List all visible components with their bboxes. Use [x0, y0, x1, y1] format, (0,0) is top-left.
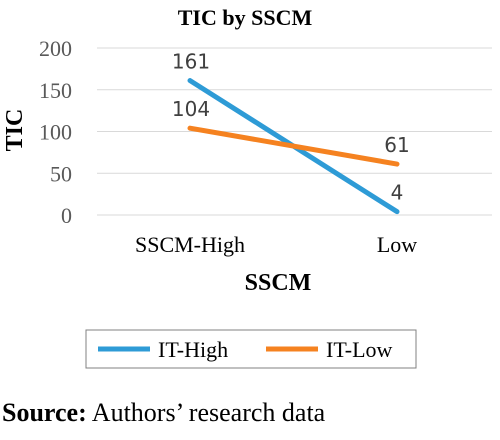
series-line-it-low — [187, 125, 400, 167]
data-label: 61 — [384, 133, 409, 157]
x-tick-label: Low — [377, 232, 417, 257]
data-label: 104 — [172, 97, 210, 121]
data-label: 161 — [172, 50, 210, 74]
x-tick-labels: SSCM-High Low — [135, 232, 417, 257]
y-tick-label: 100 — [39, 120, 72, 145]
source-text: Authors’ research data — [86, 398, 326, 427]
chart-title: TIC by SSCM — [178, 5, 313, 30]
legend-label-it-high: IT-High — [158, 337, 228, 362]
gridlines — [97, 47, 492, 216]
line-chart: 0 50 100 150 200 SSCM-High Low 161 4 104 61 TIC … — [2, 5, 492, 369]
data-label: 4 — [391, 181, 404, 205]
source-label: Source: — [2, 398, 87, 427]
y-tick-label: 50 — [50, 161, 72, 186]
legend: IT-High IT-Low — [85, 329, 417, 369]
y-tick-label: 150 — [39, 78, 72, 103]
y-tick-label: 200 — [39, 36, 72, 61]
x-axis-label: SSCM — [245, 270, 312, 296]
data-labels: 161 4 104 61 — [172, 50, 410, 205]
y-axis-label: TIC — [2, 109, 28, 152]
series-lines — [187, 78, 400, 215]
y-tick-label: 0 — [61, 203, 72, 228]
y-tick-labels: 0 50 100 150 200 — [39, 36, 72, 228]
source-note: Source: Authors’ research data — [2, 398, 325, 428]
legend-label-it-low: IT-Low — [326, 337, 393, 362]
x-tick-label: SSCM-High — [135, 232, 245, 257]
